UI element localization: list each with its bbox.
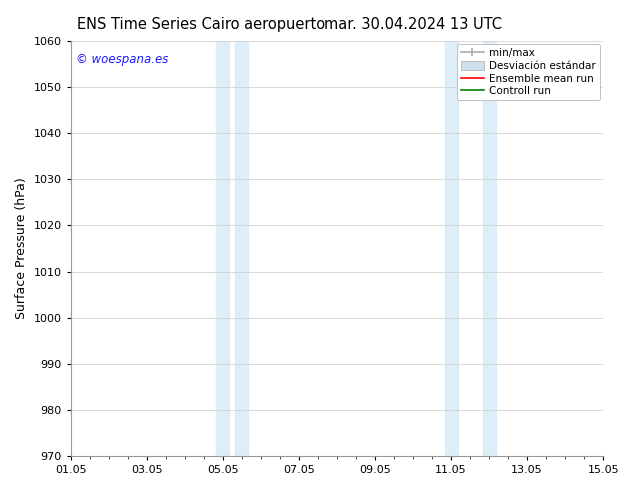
Title: ENS Time Series Cairo aeropuerto      mar. 30.04.2024 13 UTC: ENS Time Series Cairo aeropuerto mar. 30…: [0, 489, 1, 490]
Text: ENS Time Series Cairo aeropuerto: ENS Time Series Cairo aeropuerto: [77, 17, 325, 32]
Text: mar. 30.04.2024 13 UTC: mar. 30.04.2024 13 UTC: [323, 17, 501, 32]
Bar: [216, 41, 230, 456]
Y-axis label: Surface Pressure (hPa): Surface Pressure (hPa): [15, 178, 28, 319]
Bar: [444, 41, 458, 456]
Legend: min/max, Desviación estándar, Ensemble mean run, Controll run: min/max, Desviación estándar, Ensemble m…: [457, 44, 600, 100]
Bar: [482, 41, 496, 456]
Text: © woespana.es: © woespana.es: [76, 53, 169, 67]
Bar: [235, 41, 249, 456]
